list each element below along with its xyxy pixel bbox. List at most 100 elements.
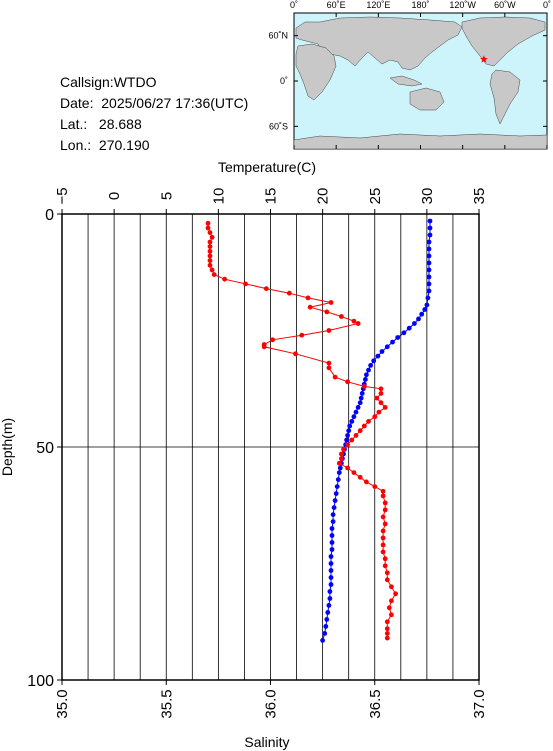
temperature-data-point: [328, 568, 334, 573]
temperature-tick-label: 5: [158, 192, 175, 200]
salinity-data-point: [351, 318, 357, 324]
salinity-data-point: [372, 414, 378, 420]
depth-tick-label: 100: [27, 673, 54, 690]
station-info: Callsign:WTDO Date: 2025/06/27 17:36(UTC…: [60, 72, 248, 156]
salinity-data-point: [380, 535, 386, 541]
temperature-data-point: [331, 505, 337, 510]
salinity-data-point: [339, 456, 344, 461]
temperature-data-point: [337, 465, 343, 471]
salinity-data-point: [207, 239, 213, 245]
salinity-data-point: [384, 619, 390, 625]
date-value: 2025/06/27 17:36(UTC): [101, 95, 249, 111]
salinity-tick-label: 36.5: [367, 689, 384, 718]
temperature-data-point: [379, 349, 385, 354]
salinity-data-point: [378, 391, 384, 396]
salinity-data-point: [389, 598, 394, 604]
temperature-tick-label: 20: [315, 188, 332, 205]
temperature-data-point: [422, 307, 428, 312]
temperature-data-point: [426, 274, 432, 280]
temperature-data-point: [426, 288, 432, 294]
temperature-data-point: [328, 582, 334, 587]
map-lon-tick-label: 180˚: [411, 0, 429, 10]
map-latitude-ticks: 60˚N 0˚ 60˚S: [268, 31, 547, 131]
temperature-data-point: [351, 414, 357, 420]
salinity-data-point: [326, 360, 332, 366]
map-lon-tick-label: 0˚: [290, 0, 298, 10]
temperature-data-point: [427, 225, 433, 231]
map-land: [293, 16, 548, 150]
salinity-data-point: [207, 230, 213, 236]
temperature-data-point: [330, 519, 336, 524]
temperature-data-point: [327, 589, 333, 594]
temperature-data-point: [349, 419, 355, 424]
temperature-data-point: [324, 617, 330, 622]
temperature-tick-label: 10: [210, 188, 227, 205]
salinity-data-point: [393, 591, 398, 597]
temperature-data-point: [322, 631, 328, 636]
temperature-data-point: [355, 405, 361, 410]
temperature-data-point: [347, 423, 353, 429]
temperature-data-point: [426, 246, 432, 252]
temperature-data-point: [325, 610, 331, 615]
temperature-tick-label: 0: [106, 192, 123, 200]
map-lat-tick-label: 60˚S: [269, 121, 288, 131]
salinity-data-point: [205, 225, 211, 231]
salinity-tick-label: 37.0: [471, 689, 488, 718]
temperature-tick-label: −5: [54, 187, 71, 204]
salinity-data-point: [382, 405, 388, 410]
map-marker-layer: [480, 55, 488, 63]
salinity-data-point: [270, 337, 275, 343]
salinity-data-point: [374, 395, 380, 401]
temperature-data-point: [332, 498, 338, 503]
salinity-data-point: [389, 612, 394, 618]
salinity-data-point: [293, 351, 298, 357]
salinity-data-point: [382, 500, 388, 506]
temperature-data-point: [427, 232, 433, 238]
salinity-data-point: [389, 584, 394, 590]
map-lon-tick-label: 60˚W: [494, 0, 516, 10]
salinity-data-point: [243, 281, 248, 287]
salinity-data-point: [345, 379, 350, 385]
salinity-data-point: [207, 258, 213, 263]
depth-tick-label: 50: [36, 440, 54, 457]
salinity-data-point: [382, 521, 388, 527]
salinity-data-point: [332, 374, 338, 380]
chart-grid: [62, 214, 479, 680]
salinity-data-point: [207, 262, 213, 268]
salinity-data-point: [384, 635, 390, 641]
salinity-data-point: [384, 631, 390, 636]
temperature-axis: −5 0 5 10 15 20 25 30 35: [54, 187, 488, 214]
depth-axis: 0 50 100: [27, 207, 62, 690]
lon-value: 270.190: [98, 137, 150, 153]
temperature-data-point: [426, 239, 432, 245]
callsign-label: Callsign:: [60, 74, 114, 90]
temperature-data-point: [345, 433, 350, 438]
temperature-data-point: [328, 561, 334, 566]
temperature-tick-label: 15: [263, 188, 280, 205]
temperature-data-point: [327, 596, 333, 601]
salinity-tick-label: 36.0: [263, 689, 280, 718]
temperature-data-point: [364, 372, 369, 378]
series-layer: [205, 218, 433, 643]
temperature-data-point: [335, 477, 341, 482]
date-row: Date: 2025/06/27 17:36(UTC): [60, 93, 248, 114]
temperature-data-point: [346, 428, 352, 434]
location-map: 0˚ 60˚E 120˚E 180˚ 120˚W 60˚W 0˚ 60˚N 0˚ 60˚S: [268, 0, 551, 150]
map-lon-tick-label: 0˚: [543, 0, 551, 10]
lat-label: Lat.:: [60, 116, 88, 132]
salinity-data-point: [382, 507, 388, 513]
temperature-data-point: [412, 321, 417, 326]
salinity-data-point: [372, 484, 378, 489]
temperature-data-point: [419, 311, 425, 317]
salinity-data-point: [384, 570, 390, 576]
temperature-tick-label: 25: [367, 188, 384, 205]
salinity-data-point: [209, 234, 215, 240]
temperature-data-point: [426, 260, 432, 266]
temperature-data-point: [395, 335, 401, 340]
salinity-data-point: [328, 300, 334, 305]
salinity-data-point: [261, 344, 267, 350]
temperature-data-point: [329, 540, 335, 545]
salinity-data-point: [380, 514, 386, 520]
temperature-data-point: [416, 316, 421, 322]
